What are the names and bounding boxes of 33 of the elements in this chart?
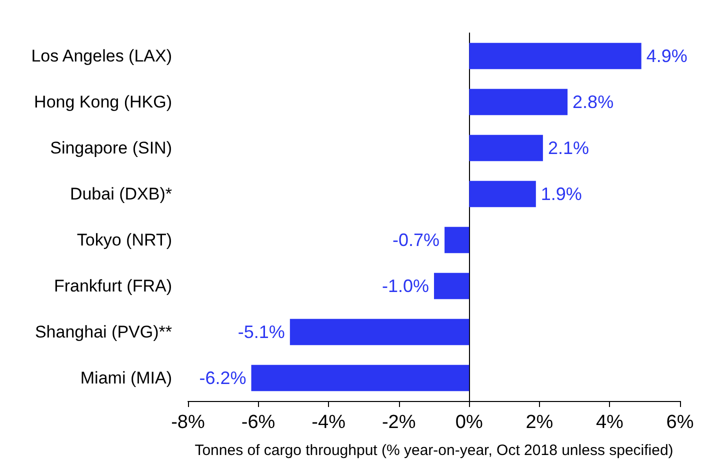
data-label: 2.8% (572, 92, 614, 112)
data-label: -0.7% (392, 230, 440, 250)
y-tick-label: Hong Kong (HKG) (34, 92, 172, 112)
bar (469, 134, 543, 162)
bar (251, 364, 470, 392)
y-tick-label: Los Angeles (LAX) (31, 46, 172, 66)
x-tick-label: 0% (455, 412, 483, 433)
bar (469, 88, 568, 116)
y-tick-label: Miami (MIA) (80, 368, 172, 388)
data-label: -5.1% (238, 322, 285, 342)
x-axis-title: Tonnes of cargo throughput (% year-on-year, Oct 2018 unless specified) (194, 442, 674, 459)
x-tick-label: 2% (526, 412, 554, 433)
y-tick-label: Dubai (DXB)* (70, 184, 172, 204)
data-label: -6.2% (199, 368, 246, 388)
y-tick-label: Tokyo (NRT) (76, 230, 172, 250)
x-tick-label: 6% (666, 412, 694, 433)
x-tick-label: -8% (171, 412, 205, 433)
bar (290, 318, 470, 346)
x-tick-label: -6% (241, 412, 276, 433)
y-tick-label: Shanghai (PVG)** (34, 322, 172, 342)
x-tick-label: -4% (312, 412, 346, 433)
y-tick-label: Frankfurt (FRA) (54, 276, 172, 296)
bar (469, 42, 642, 70)
x-tick-label: 4% (596, 412, 624, 433)
bar (434, 272, 470, 300)
bar (444, 226, 470, 254)
data-label: 4.9% (646, 46, 688, 66)
bar (469, 180, 536, 208)
x-tick-label: -2% (382, 412, 416, 433)
data-label: -1.0% (382, 276, 429, 296)
data-label: 1.9% (540, 184, 582, 204)
data-label: 2.1% (548, 138, 589, 158)
y-tick-label: Singapore (SIN) (50, 138, 172, 158)
